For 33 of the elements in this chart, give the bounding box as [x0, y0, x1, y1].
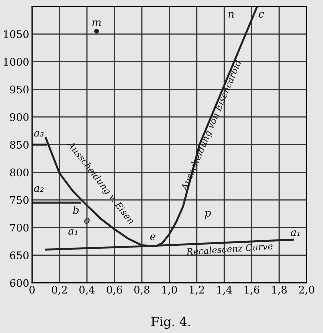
annotation: a₁: [68, 229, 78, 235]
annotation: a₁: [291, 230, 300, 236]
x-tick-label: 0,2: [52, 286, 68, 296]
x-tick-label: 1,4: [217, 286, 232, 296]
y-tick-label: 700: [10, 224, 29, 232]
annotation: a₃: [34, 131, 44, 137]
y-tick-label: 800: [10, 168, 29, 177]
y-tick-label: 1050: [4, 30, 29, 38]
x-tick-label: 1,6: [244, 286, 260, 296]
y-tick-label: 850: [10, 141, 29, 149]
y-tick-label: 650: [10, 252, 29, 260]
caption: Fig. 4.: [152, 317, 190, 330]
annotation: a₂: [34, 186, 44, 192]
x-tick-label: 1,8: [272, 286, 287, 296]
y-tick-label: 1000: [4, 58, 29, 66]
y-tick-label: 950: [10, 86, 29, 94]
x-tick-label: 0,4: [80, 286, 95, 296]
annotation: m: [92, 20, 102, 26]
annotation: n: [228, 12, 234, 18]
x-tick-label: 0,8: [134, 286, 150, 296]
y-tick-label: 750: [10, 196, 29, 204]
annotation: b: [73, 206, 79, 214]
x-tick-label: 0: [30, 286, 35, 294]
annotation: c: [259, 12, 264, 18]
x-tick-label: 1,2: [190, 286, 204, 296]
y-tick-label: 600: [10, 279, 29, 288]
x-tick-label: 0,6: [107, 286, 122, 296]
annotation: p: [205, 211, 212, 219]
x-tick-label: 2,0: [299, 286, 314, 296]
y-tick-label: 900: [10, 113, 29, 122]
annotation: Recalescenz Curve: [186, 242, 274, 256]
annotation: e: [150, 234, 156, 240]
x-tick-label: 1,0: [162, 286, 178, 296]
